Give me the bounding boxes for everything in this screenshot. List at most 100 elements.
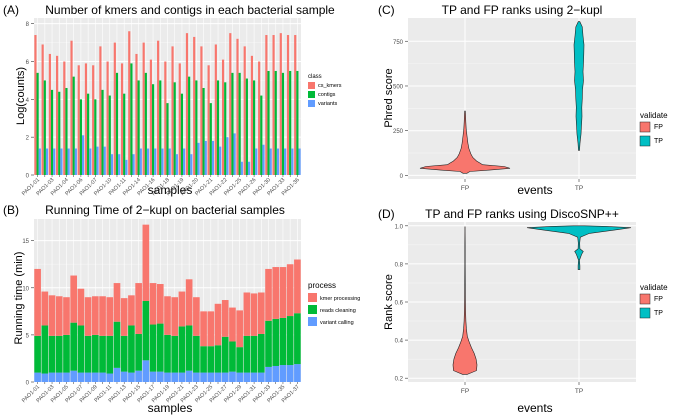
chart-b-bar-reads-cleaning (214, 345, 222, 373)
chart-a-bar-contigs (296, 70, 299, 175)
chart-a-bar-variants (168, 148, 171, 175)
chart-a-bar-contigs (238, 72, 241, 175)
chart-b-bar-reads-cleaning (120, 335, 128, 372)
chart-b-bar-reads-cleaning (63, 334, 70, 373)
chart-b-bar-reads-cleaning (265, 320, 272, 367)
chart-b-bar-kmer-processing (92, 296, 99, 335)
chart-a-bar-contigs (267, 70, 270, 175)
chart-b-bar-variant-calling (34, 372, 41, 382)
chart-a-bar-variants (38, 148, 41, 175)
chart-b-bar-variant-calling (55, 372, 63, 382)
chart-d-legend-key (639, 293, 651, 305)
chart-b-bar-reads-cleaning (149, 324, 157, 372)
chart-a-bar-contigs (195, 80, 198, 175)
chart-b-ytick-label: 15 (22, 239, 29, 245)
chart-a-bar-cs-kmers (135, 53, 138, 175)
chart-b-bar-reads-cleaning (294, 313, 301, 365)
chart-d-xtick-label: FP (461, 388, 469, 395)
chart-a-legend-key (308, 91, 315, 98)
chart-a-bar-variants (240, 161, 243, 175)
chart-b-bar-reads-cleaning (84, 335, 92, 373)
chart-a-bar-cs-kmers (56, 55, 59, 175)
chart-b-bar-kmer-processing (55, 296, 63, 336)
chart-b-bar-variant-calling (272, 365, 280, 382)
chart-b-bar-kmer-processing (41, 291, 49, 326)
chart-b-ytick-label: 10 (22, 286, 29, 292)
chart-b-bar-kmer-processing (128, 295, 135, 326)
chart-a-bar-cs-kmers (113, 42, 116, 175)
chart-b-bar-variant-calling (265, 366, 272, 382)
chart-b-bar-kmer-processing (135, 283, 142, 334)
chart-a-bar-variants (219, 146, 222, 175)
chart-a-bar-contigs (144, 72, 147, 175)
chart-b-bar-variant-calling (156, 371, 164, 382)
chart-a-bar-variants (190, 154, 193, 175)
chart-d-ylabel: Rank score (383, 274, 395, 330)
chart-d-legend-key (639, 307, 651, 319)
chart-b-bar-kmer-processing (221, 300, 229, 337)
chart-a-bar-contigs (151, 84, 155, 175)
chart-b-bar-kmer-processing (84, 297, 92, 336)
chart-a-bar-variants (204, 140, 207, 175)
chart-b-bar-reads-cleaning (142, 300, 150, 361)
chart-b-legend-key (308, 293, 317, 302)
chart-a-bar-variants (45, 148, 49, 175)
chart-b-bar-reads-cleaning (156, 323, 164, 372)
chart-a-legend-title: class (308, 74, 322, 80)
chart-b-bar-variant-calling (236, 372, 243, 382)
chart-a-bar-cs-kmers (128, 31, 131, 175)
chart-b-bar-reads-cleaning (99, 335, 106, 373)
chart-a-bar-contigs (130, 63, 133, 175)
chart-b-bar-reads-cleaning (106, 335, 114, 374)
chart-b-bar-reads-cleaning (279, 317, 287, 366)
chart-a-bar-variants (154, 148, 157, 175)
chart-a-bar-variants (161, 148, 164, 175)
chart-a-bar-contigs (216, 80, 220, 175)
chart-a-bar-variants (226, 137, 229, 175)
chart-a-bar-cs-kmers (157, 40, 160, 176)
chart-a-bar-variants (197, 142, 200, 175)
chart-a-bar-variants (81, 135, 85, 175)
chart-a-bar-contigs (115, 72, 119, 175)
chart-a-bar-variants (67, 148, 70, 175)
chart-c-violin-fp (419, 110, 511, 174)
chart-b-bar-kmer-processing (113, 283, 121, 322)
chart-b-bar-kmer-processing (142, 224, 150, 301)
chart-c-ytick-label: 0 (400, 174, 404, 180)
chart-b-bar-reads-cleaning (236, 347, 243, 373)
chart-a-bar-contigs (231, 72, 234, 175)
chart-b-bar-kmer-processing (236, 310, 243, 348)
chart-b-bar-kmer-processing (156, 284, 164, 324)
chart-b-bar-reads-cleaning (229, 341, 236, 372)
chart-a-legend-label: variants (318, 101, 338, 107)
chart-a-bar-contigs (79, 99, 82, 175)
chart-b-bar-kmer-processing (229, 307, 236, 342)
chart-b-ylabel: Running time (min) (13, 252, 25, 345)
chart-a-legend-key (308, 100, 315, 107)
chart-c-xlabel: events (517, 183, 552, 197)
chart-a-bar-contigs (58, 91, 61, 175)
chart-a-bar-cs-kmers (48, 53, 51, 175)
chart-a-bar-contigs (36, 72, 39, 175)
chart-c-ytick-label: 500 (393, 84, 404, 90)
chart-b-bar-variant-calling (257, 372, 265, 382)
chart-b-bar-reads-cleaning (171, 335, 179, 373)
chart-a-legend-label: contigs (318, 92, 336, 98)
chart-b-bar-reads-cleaning (243, 335, 251, 373)
chart-b-bar-kmer-processing (214, 303, 222, 346)
chart-a-bar-contigs (166, 103, 169, 175)
chart-a-bar-cs-kmers (279, 33, 282, 175)
chart-a-bar-contigs (137, 80, 140, 175)
chart-b-bar-kmer-processing (171, 297, 179, 336)
chart-a-bar-variants (103, 146, 106, 175)
chart-a-ytick-label: 4 (26, 98, 30, 104)
chart-b-bar-reads-cleaning (70, 322, 78, 371)
chart-a-legend-label: cs_kmers (318, 83, 342, 89)
chart-d-violin-tp (526, 225, 632, 270)
chart-a-bar-contigs (94, 99, 97, 175)
chart-b-bar-reads-cleaning (164, 334, 171, 373)
chart-c-ytick-label: 750 (393, 40, 404, 46)
chart-a-ytick-label: 2 (26, 136, 30, 142)
chart-b-bar-variant-calling (178, 372, 186, 382)
chart-b-bar-kmer-processing (48, 295, 56, 336)
